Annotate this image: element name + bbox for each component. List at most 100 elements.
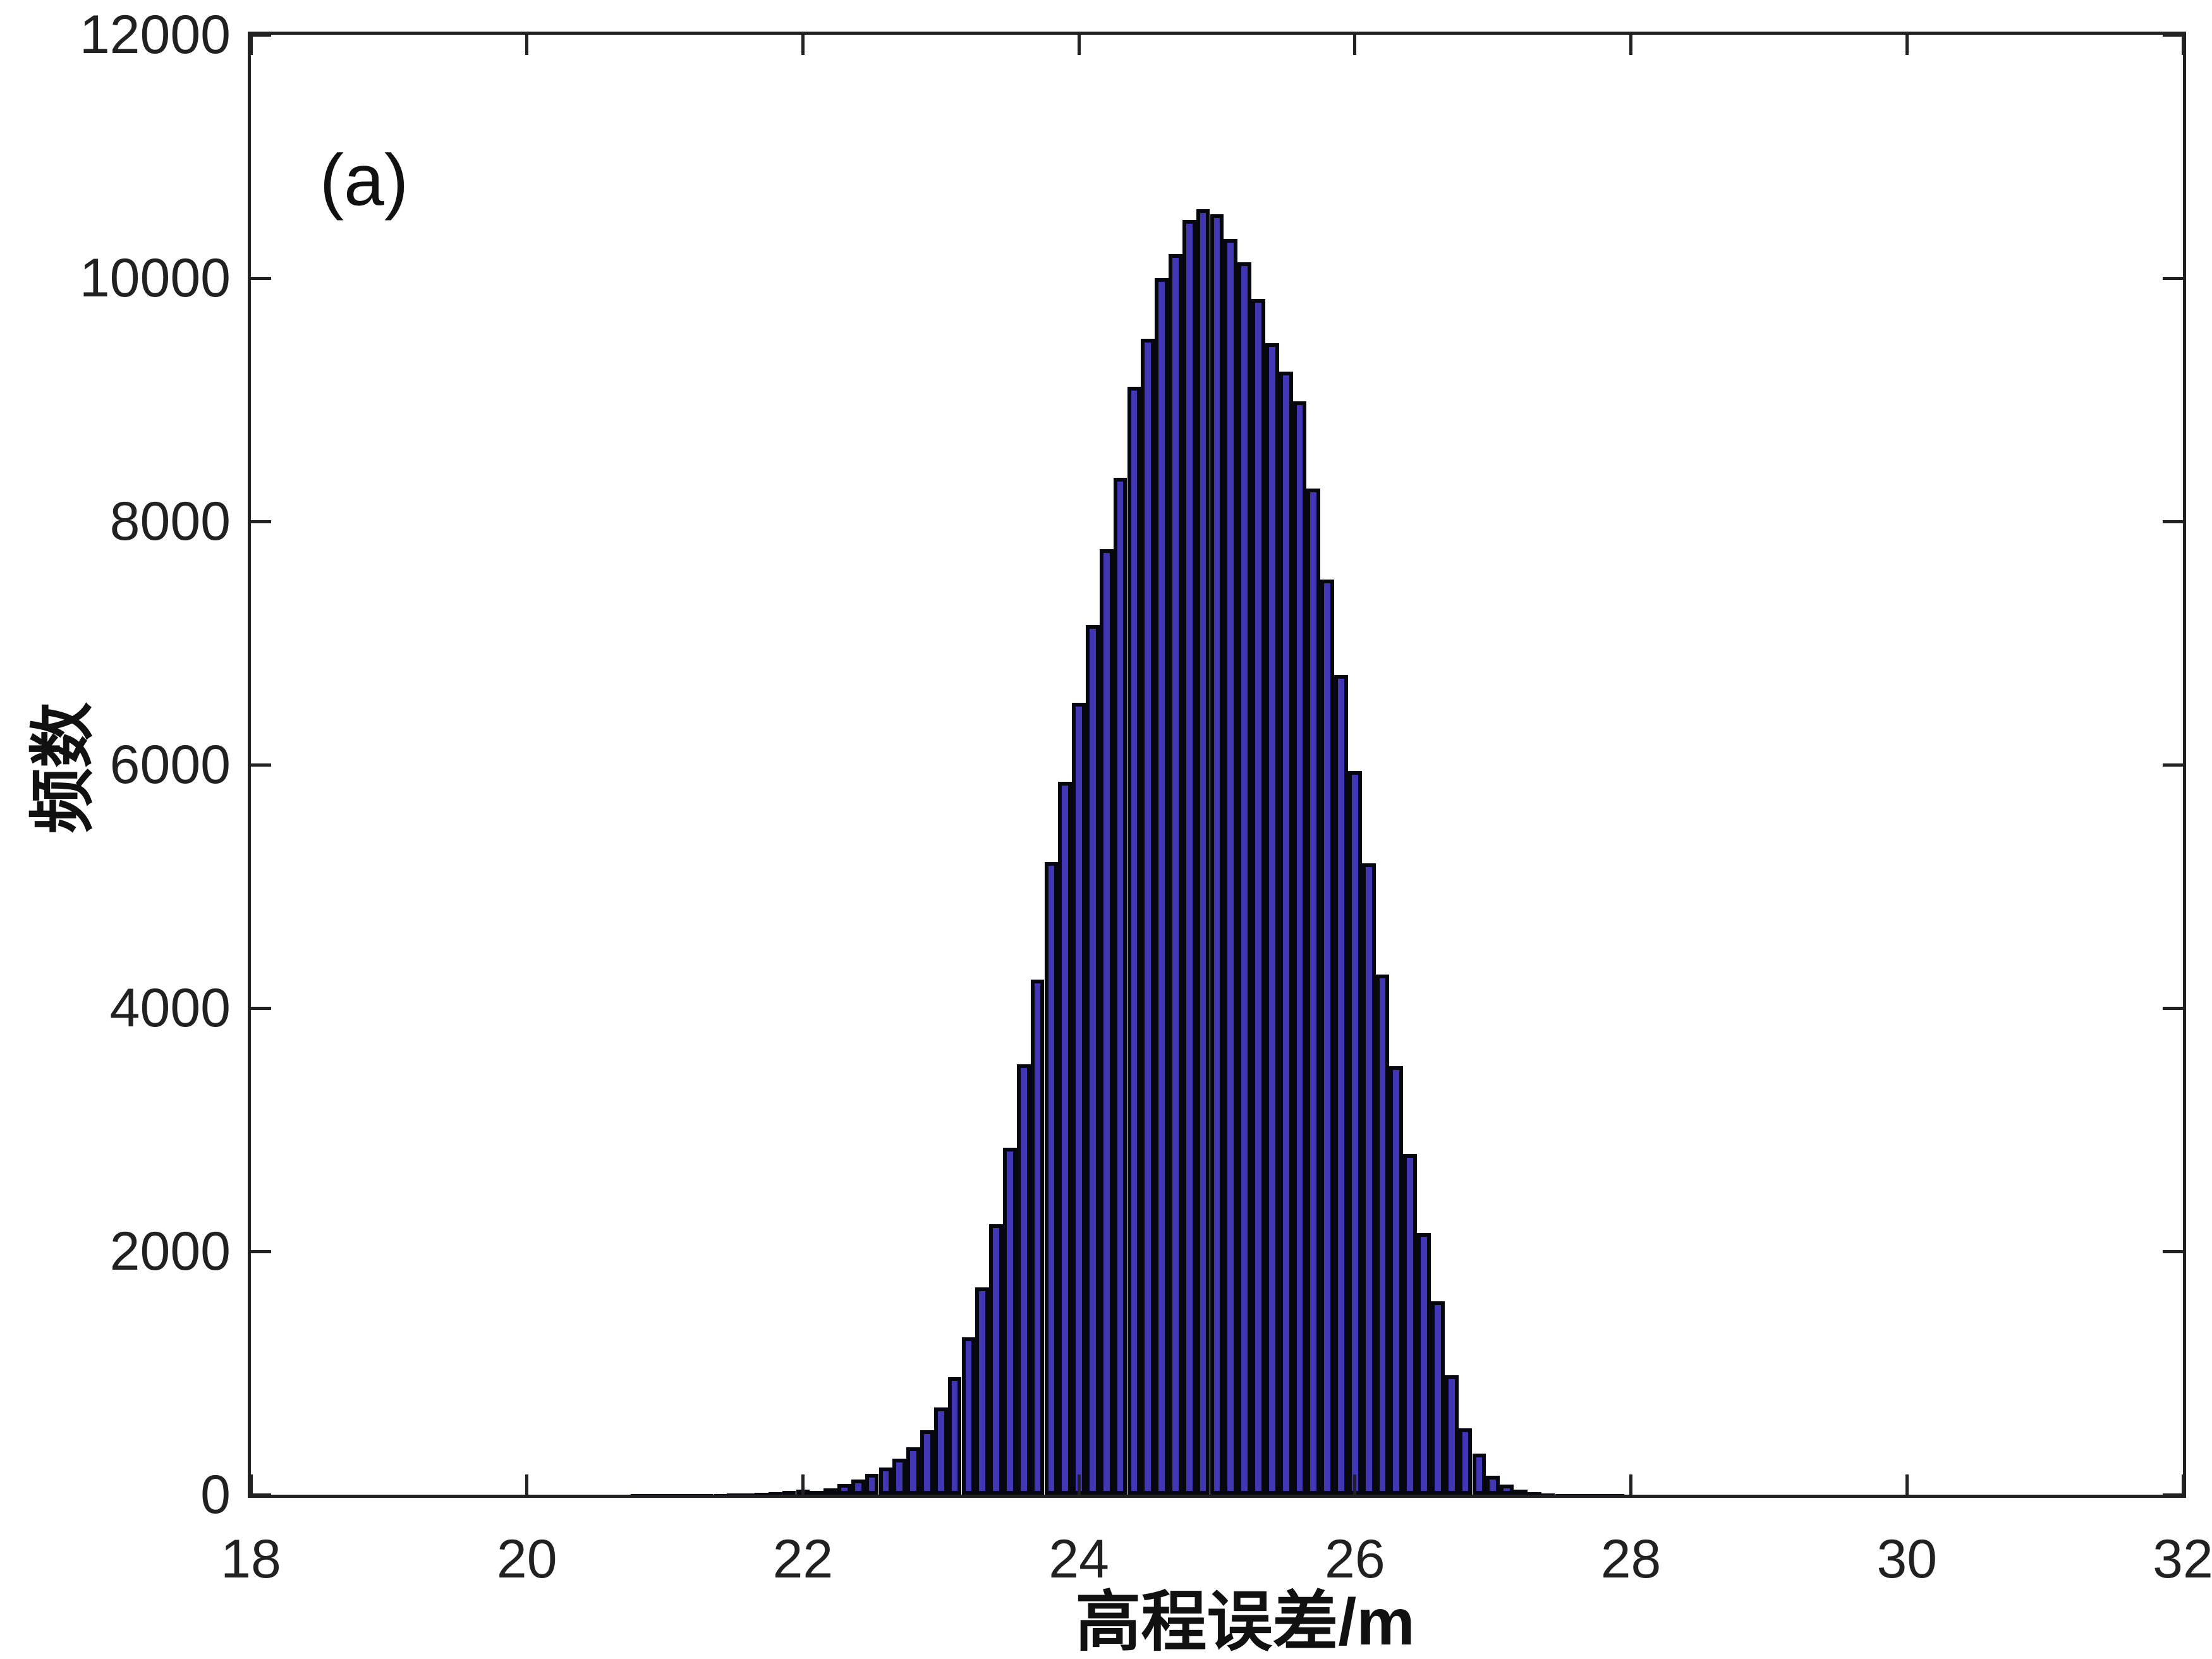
x-axis-tick <box>1077 1474 1081 1495</box>
histogram-bar <box>672 1494 686 1495</box>
histogram-bar <box>1016 1064 1031 1495</box>
x-axis-tick <box>1077 35 1081 55</box>
x-tick-label: 22 <box>772 1529 834 1589</box>
histogram-bar <box>782 1491 796 1495</box>
x-axis-tick <box>1353 1474 1357 1495</box>
histogram-bar <box>810 1491 824 1495</box>
x-axis-tick <box>1629 35 1633 55</box>
histogram-bar <box>1375 975 1390 1495</box>
histogram-bar <box>865 1474 879 1495</box>
histogram-bar <box>1389 1066 1404 1495</box>
y-axis-tick <box>2163 1006 2183 1010</box>
x-tick-label: 18 <box>221 1529 281 1589</box>
histogram-bar <box>1196 209 1210 1495</box>
histogram-bar <box>755 1493 769 1495</box>
histogram-bar <box>1155 278 1169 1495</box>
histogram-bar <box>699 1494 714 1495</box>
histogram-bar <box>1141 339 1155 1495</box>
histogram-bar <box>630 1494 645 1495</box>
x-axis-tick <box>2181 1474 2185 1495</box>
histogram-bar <box>1265 343 1279 1495</box>
y-axis-tick <box>251 33 271 37</box>
histogram-bar <box>1610 1494 1624 1495</box>
histogram-bar <box>933 1407 948 1495</box>
y-axis-tick <box>2163 33 2183 37</box>
histogram-bar <box>906 1447 920 1495</box>
histogram-bar <box>837 1484 851 1495</box>
histogram-bar <box>1514 1490 1528 1495</box>
y-tick-label: 10000 <box>79 248 231 308</box>
histogram-bar <box>644 1494 659 1495</box>
histogram-bar <box>1086 625 1100 1495</box>
histogram-bar <box>1182 220 1196 1495</box>
y-tick-label: 8000 <box>109 491 231 552</box>
histogram-bar <box>975 1287 990 1495</box>
histogram-bar <box>1003 1148 1017 1495</box>
histogram-bar <box>1458 1428 1473 1495</box>
x-axis-tick <box>1905 1474 1909 1495</box>
x-tick-label: 30 <box>1876 1529 1938 1589</box>
histogram-bar <box>713 1494 727 1495</box>
x-axis-tick <box>249 1474 253 1495</box>
x-axis-tick <box>801 35 805 55</box>
x-axis-tick <box>249 35 253 55</box>
x-axis-label: 高程误差/m <box>1075 1586 1415 1659</box>
histogram-bar <box>920 1430 934 1495</box>
histogram-bar <box>1472 1454 1486 1495</box>
histogram-bar <box>685 1494 700 1495</box>
histogram-bar <box>1072 703 1086 1495</box>
histogram-bar <box>1279 372 1293 1495</box>
y-axis-tick <box>251 276 271 280</box>
histogram-bar <box>1237 262 1252 1495</box>
histogram-bar <box>1058 782 1073 1495</box>
histogram-bar <box>989 1224 1003 1495</box>
histogram-bar <box>727 1493 741 1495</box>
histogram-bar <box>1251 299 1265 1495</box>
x-axis-tick <box>801 1474 805 1495</box>
x-tick-label: 26 <box>1325 1529 1385 1589</box>
panel-label: (a) <box>319 140 409 221</box>
histogram-bar <box>1292 401 1307 1495</box>
histogram-bar <box>741 1493 755 1495</box>
histogram-bar <box>1486 1476 1500 1495</box>
histogram-bar <box>1306 489 1321 1495</box>
histogram-bar <box>1169 254 1182 1495</box>
histogram-bar <box>961 1337 976 1495</box>
histogram-bar <box>1334 675 1348 1495</box>
x-tick-label: 32 <box>2153 1529 2212 1589</box>
histogram-bar <box>1417 1233 1431 1495</box>
y-axis-tick <box>2163 763 2183 767</box>
histogram-bar <box>1320 580 1335 1495</box>
x-tick-label: 20 <box>496 1529 557 1589</box>
histogram-bar <box>1210 214 1224 1495</box>
y-axis-tick <box>2163 520 2183 523</box>
x-tick-label: 28 <box>1600 1529 1662 1589</box>
histogram-bar <box>1431 1301 1445 1495</box>
histogram-bar <box>1596 1494 1610 1495</box>
histogram-bar <box>1555 1494 1569 1495</box>
histogram-bar <box>1044 862 1059 1495</box>
histogram-bar <box>1127 387 1141 1495</box>
y-tick-label: 4000 <box>109 978 231 1038</box>
y-axis-tick <box>251 1006 271 1010</box>
plot-area <box>248 32 2186 1498</box>
y-tick-label: 12000 <box>79 4 231 65</box>
histogram-bar <box>658 1494 672 1495</box>
histogram-bar <box>1569 1494 1583 1495</box>
histogram-bar <box>878 1468 893 1495</box>
histogram-bar <box>1403 1154 1418 1495</box>
histogram-bar <box>1113 478 1127 1495</box>
histogram-bar <box>1500 1485 1514 1495</box>
histogram-bar <box>1099 549 1114 1495</box>
histogram-bar <box>768 1492 782 1495</box>
x-tick-label: 24 <box>1048 1529 1109 1589</box>
y-axis-tick <box>251 1493 271 1497</box>
histogram-bar <box>1361 863 1376 1495</box>
y-axis-tick <box>2163 1249 2183 1253</box>
histogram-bar <box>1541 1493 1555 1495</box>
y-tick-label: 6000 <box>109 734 231 795</box>
y-axis-tick <box>2163 276 2183 280</box>
histogram-bar <box>892 1459 907 1495</box>
y-axis-tick <box>251 1249 271 1253</box>
